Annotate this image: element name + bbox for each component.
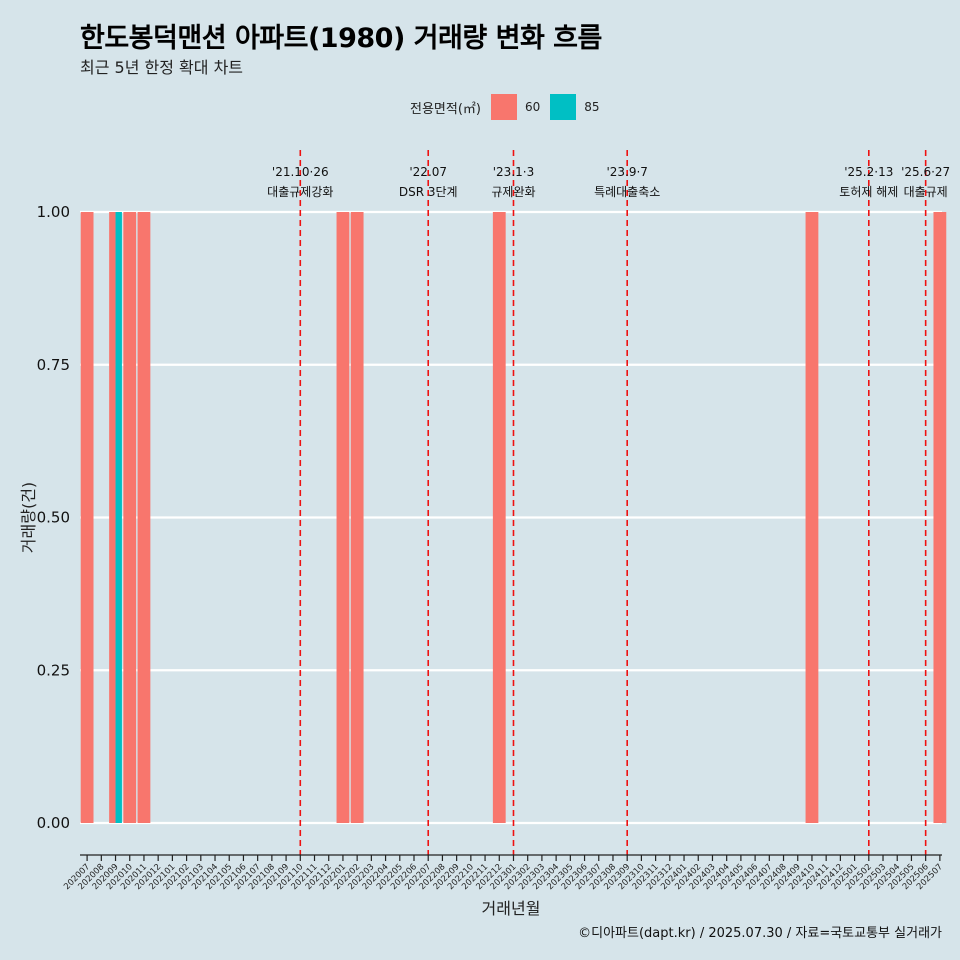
legend-label-85: 85: [584, 100, 600, 114]
annotation-date-3: '23.9·7: [606, 165, 647, 179]
annotation-label-1: DSR 3단계: [399, 185, 458, 199]
y-axis-title: 거래량(건): [19, 482, 38, 553]
y-tick-label-0: 0.00: [37, 814, 70, 832]
annotation-label-3: 특례대출축소: [594, 185, 660, 199]
bar-202410-60: [805, 212, 819, 823]
legend-label-60: 60: [524, 100, 541, 114]
bar-202007-60: [80, 212, 94, 823]
y-tick-label-3: 0.75: [37, 356, 70, 374]
annotation-date-2: '23.1·3: [493, 165, 534, 179]
y-tick-label-1: 0.25: [37, 661, 70, 679]
annotation-label-4: 토허제 해제: [839, 185, 898, 199]
annotation-date-0: '21.10·26: [272, 165, 329, 179]
y-tick-label-4: 1.00: [37, 203, 70, 221]
annotation-date-4: '25.2·13: [844, 165, 893, 179]
legend-title: 전용면적(㎡): [410, 101, 481, 117]
y-tick-label-2: 0.50: [37, 509, 70, 527]
annotation-label-0: 대출규제강화: [267, 185, 333, 199]
legend-swatch-85: [550, 94, 577, 120]
bar-202201-60: [336, 212, 350, 823]
bar-202202-60: [350, 212, 364, 823]
bar-202009-60: [109, 212, 116, 823]
chart-subtitle: 최근 5년 한정 확대 차트: [80, 58, 244, 77]
bar-202212-60: [492, 212, 506, 823]
annotation-label-5: 대출규제: [904, 185, 948, 199]
annotation-label-2: 규제완화: [491, 185, 535, 199]
x-axis-title: 거래년월: [482, 899, 541, 918]
source-caption: ©디아파트(dapt.kr) / 2025.07.30 / 자료=국토교통부 실…: [578, 926, 942, 941]
bar-202507-60: [933, 212, 947, 823]
legend-swatch-60: [490, 94, 517, 120]
annotation-date-5: '25.6·27: [901, 165, 950, 179]
bar-202011-60: [137, 212, 151, 823]
bar-202010-60: [123, 212, 137, 823]
legend: 전용면적(㎡) 60 85: [410, 93, 610, 121]
bar-202009-85: [115, 212, 122, 823]
chart-title: 한도봉덕맨션 아파트(1980) 거래량 변화 흐름: [80, 23, 602, 54]
annotation-date-1: '22.07: [409, 165, 447, 179]
